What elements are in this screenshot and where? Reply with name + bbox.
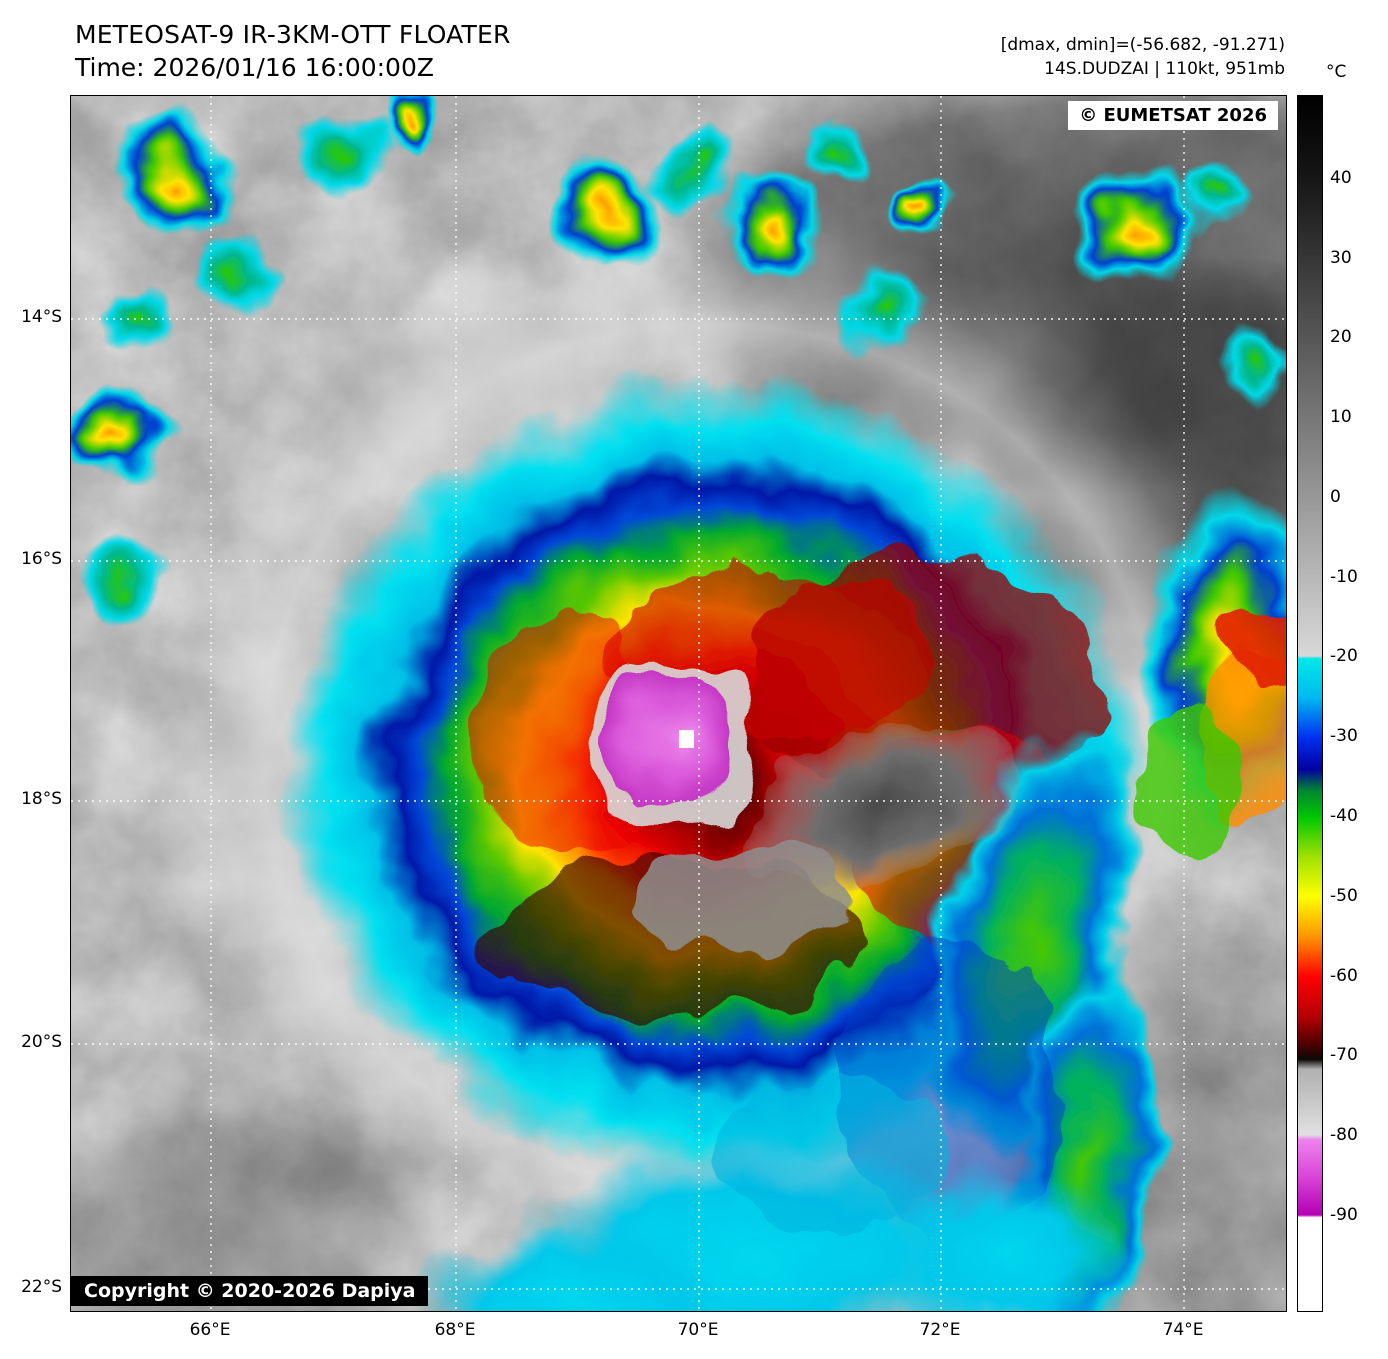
- lon-label-66e: 66°E: [189, 1320, 231, 1340]
- colorbar-tick-n60: -60: [1330, 966, 1358, 986]
- colorbar-tick-n30: -30: [1330, 726, 1358, 746]
- colorbar-unit: °C: [1326, 62, 1347, 82]
- lon-label-74e: 74°E: [1162, 1320, 1204, 1340]
- page-title: METEOSAT-9 IR-3KM-OTT FLOATER: [75, 20, 511, 49]
- lat-label-22s: 22°S: [21, 1277, 62, 1297]
- colorbar-tick-n50: -50: [1330, 886, 1358, 906]
- cyclone-ir-rendering: [71, 96, 1286, 1311]
- colorbar-tick-20: 20: [1330, 327, 1352, 347]
- colorbar-tick-n80: -80: [1330, 1125, 1358, 1145]
- colorbar-tick-40: 40: [1330, 168, 1352, 188]
- storm-readout: 14S.DUDZAI | 110kt, 951mb: [1044, 59, 1285, 79]
- colorbar-tick-n90: -90: [1330, 1205, 1358, 1225]
- temperature-colorbar: [1297, 95, 1323, 1312]
- colorbar-tick-10: 10: [1330, 407, 1352, 427]
- satellite-image: © EUMETSAT 2026 Copyright © 2020-2026 Da…: [70, 95, 1287, 1312]
- lon-label-70e: 70°E: [677, 1320, 719, 1340]
- eumetsat-badge: © EUMETSAT 2026: [1068, 101, 1278, 130]
- colorbar-tick-n20: -20: [1330, 646, 1358, 666]
- lat-label-18s: 18°S: [21, 789, 62, 809]
- dmax-dmin-readout: [dmax, dmin]=(-56.682, -91.271): [1000, 35, 1285, 55]
- colorbar-tick-n40: -40: [1330, 806, 1358, 826]
- lat-label-20s: 20°S: [21, 1032, 62, 1052]
- colorbar-tick-0: 0: [1330, 487, 1341, 507]
- colorbar-tick-30: 30: [1330, 248, 1352, 268]
- cyclone-eye-dot: [679, 730, 694, 748]
- timestamp: Time: 2026/01/16 16:00:00Z: [75, 53, 434, 82]
- copyright-badge: Copyright © 2020-2026 Dapiya: [71, 1276, 429, 1306]
- lon-label-68e: 68°E: [434, 1320, 476, 1340]
- lat-label-14s: 14°S: [21, 307, 62, 327]
- lon-label-72e: 72°E: [919, 1320, 961, 1340]
- colorbar-tick-n70: -70: [1330, 1045, 1358, 1065]
- lat-label-16s: 16°S: [21, 549, 62, 569]
- header-readouts: [dmax, dmin]=(-56.682, -91.271) 14S.DUDZ…: [1001, 33, 1285, 81]
- colorbar-tick-n10: -10: [1330, 567, 1358, 587]
